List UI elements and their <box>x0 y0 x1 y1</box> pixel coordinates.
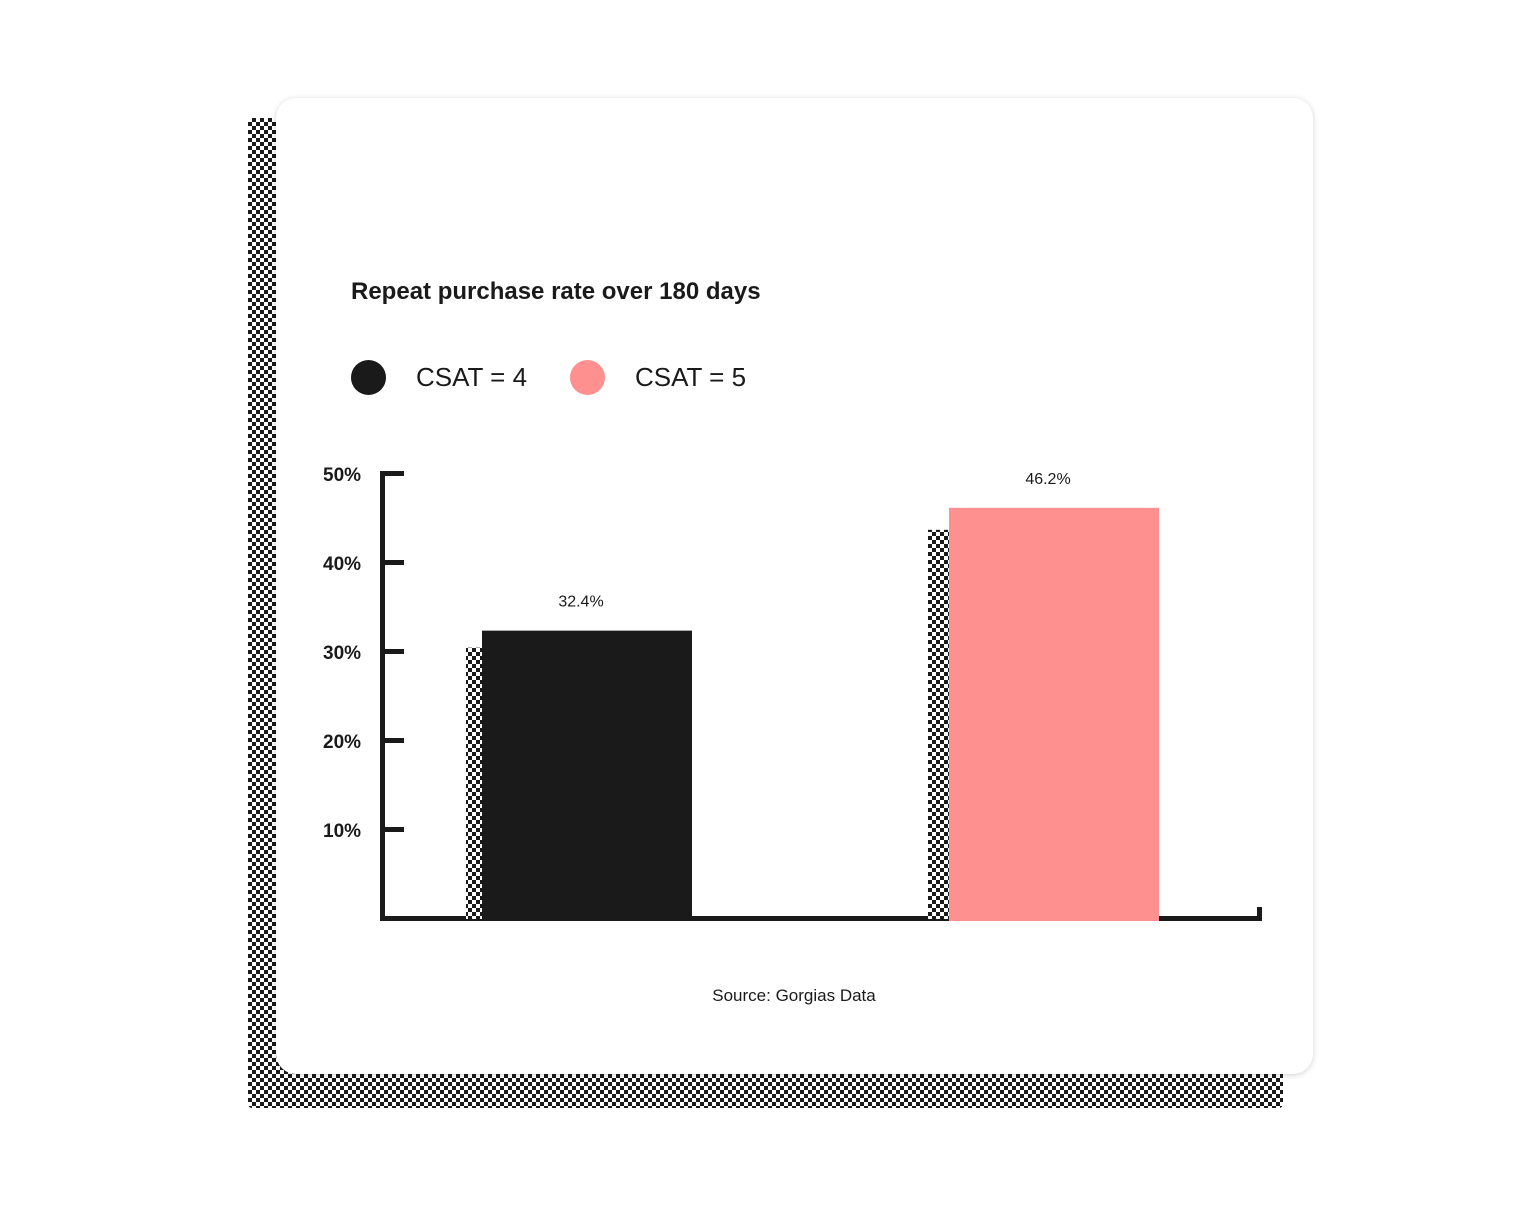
legend-label: CSAT = 4 <box>416 362 528 392</box>
bar-csat-5 <box>949 507 1159 921</box>
x-axis-line <box>380 916 1262 921</box>
bar-value-label: 46.2% <box>1025 471 1070 488</box>
bar-checker-shadow <box>466 647 482 919</box>
y-tick-label: 40% <box>323 554 361 575</box>
legend-swatch-csat-5 <box>570 360 605 395</box>
legend-item-csat-5: CSAT = 5 <box>570 360 746 395</box>
y-tick <box>384 827 404 832</box>
y-tick <box>384 560 404 565</box>
y-tick-label: 30% <box>323 643 361 664</box>
bar-csat-4 <box>482 630 692 921</box>
chart-source: Source: Gorgias Data <box>712 986 876 1005</box>
y-tick <box>384 471 404 476</box>
y-tick-label: 50% <box>323 465 361 486</box>
y-tick-label: 20% <box>323 732 361 753</box>
y-axis-line <box>380 471 385 921</box>
x-axis-end-tick <box>1257 907 1262 921</box>
y-tick <box>384 738 404 743</box>
bar-checker-shadow <box>928 529 949 919</box>
y-tick <box>384 649 404 654</box>
bar-value-label: 32.4% <box>558 594 603 611</box>
legend-item-csat-4: CSAT = 4 <box>351 360 527 395</box>
y-tick-label: 10% <box>323 821 361 842</box>
legend-label: CSAT = 5 <box>635 362 747 392</box>
legend-swatch-csat-4 <box>351 360 386 395</box>
chart-title: Repeat purchase rate over 180 days <box>351 278 761 305</box>
